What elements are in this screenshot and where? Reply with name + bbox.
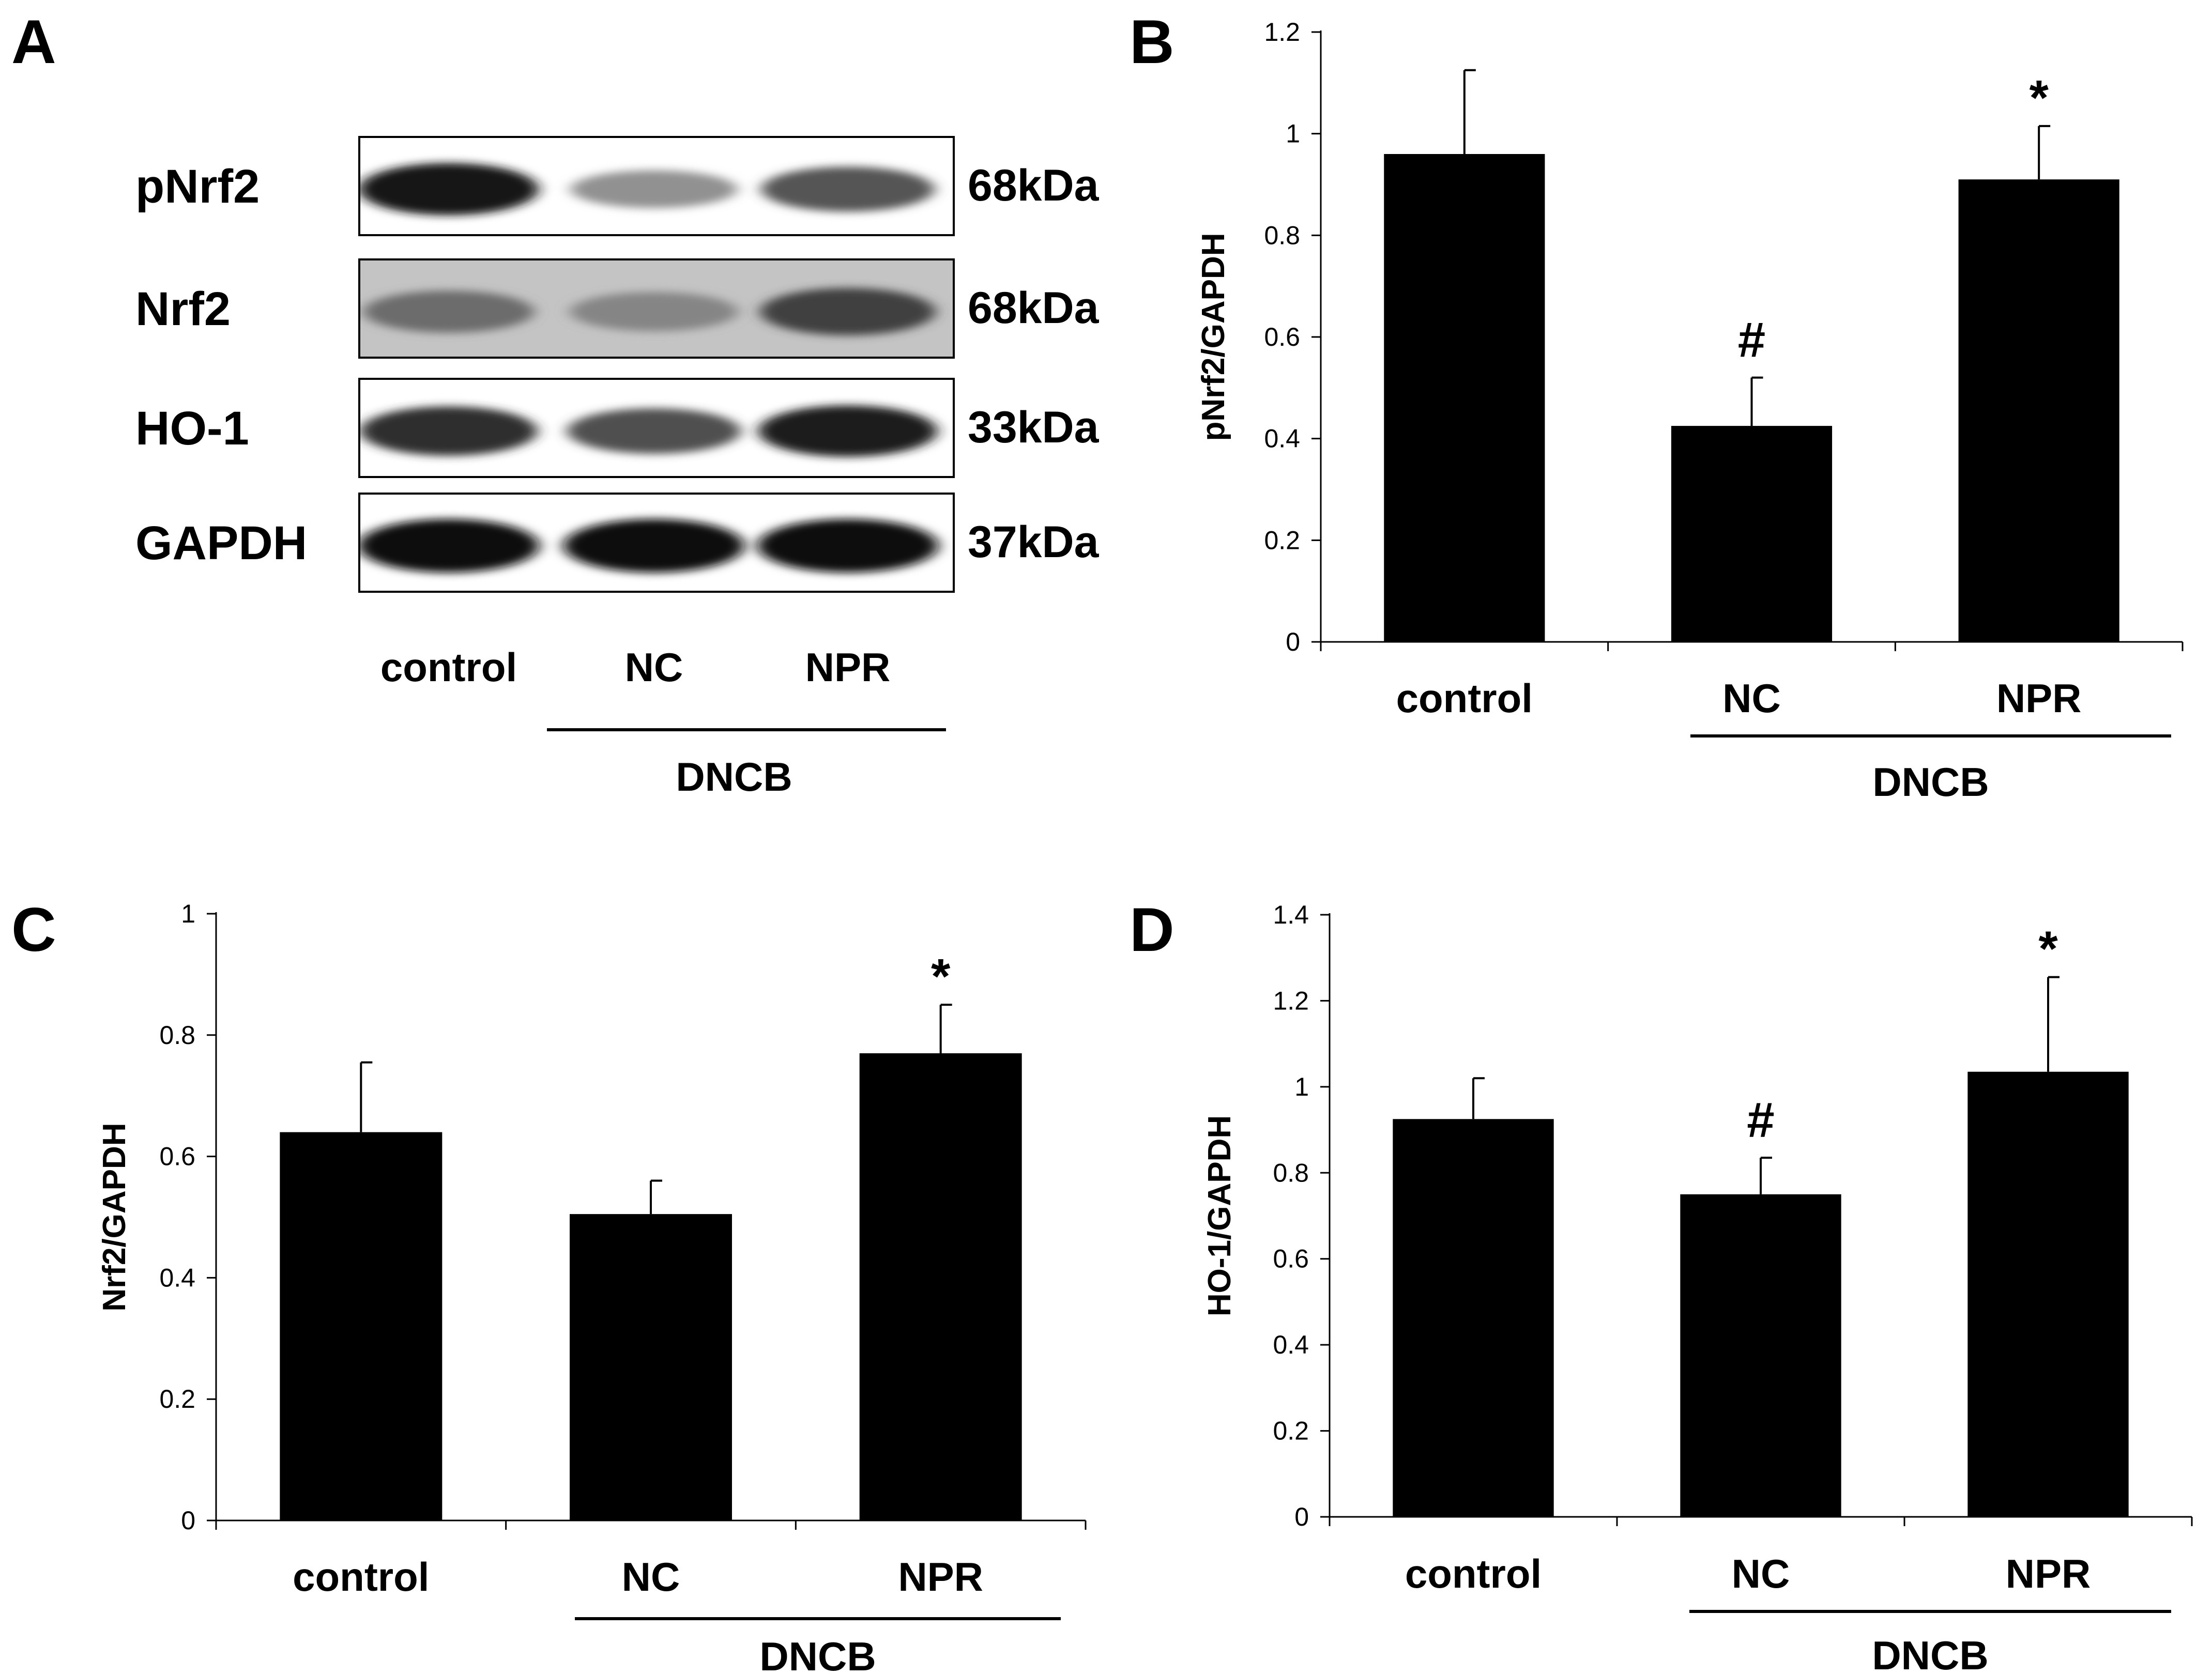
category-label-control: control bbox=[1396, 675, 1533, 721]
blot-lane-label-npr: NPR bbox=[805, 644, 891, 690]
category-label-nc: NC bbox=[622, 1554, 680, 1600]
significance-marker-nc: # bbox=[1747, 1093, 1774, 1148]
blot-protein-label: GAPDH bbox=[135, 517, 307, 570]
blot-band-ho-1-control bbox=[360, 406, 538, 456]
panel-label: B bbox=[1130, 7, 1174, 76]
y-tick-label: 0.6 bbox=[159, 1142, 195, 1171]
blot-row-pnrf2: pNrf2 68kDa bbox=[135, 136, 1100, 236]
blot-row-gapdh: GAPDH 37kDa bbox=[135, 493, 1100, 593]
dncb-label: DNCB bbox=[1872, 1633, 1988, 1675]
blot-strip-border bbox=[358, 136, 955, 236]
blot-band-nrf2-npr bbox=[760, 288, 936, 335]
y-tick-label: 0 bbox=[1294, 1502, 1309, 1531]
significance-marker-npr: * bbox=[931, 949, 951, 1004]
blot-strip-border bbox=[358, 258, 955, 359]
blot-protein-label: Nrf2 bbox=[135, 283, 231, 335]
blot-lane-label-control: control bbox=[380, 644, 517, 690]
bar-nc bbox=[1680, 1194, 1841, 1517]
blot-bands bbox=[359, 519, 938, 573]
blot-band-ho-1-npr bbox=[758, 405, 937, 457]
y-tick-label: 1.4 bbox=[1273, 900, 1309, 929]
bar-control bbox=[1384, 154, 1545, 642]
blot-bands bbox=[363, 288, 936, 335]
blot-rows: pNrf2 68kDa Nrf2 68kDa HO-1 33kDa GAPDH 37kDa bbox=[135, 136, 1100, 593]
y-axis-label: pNrf2/GAPDH bbox=[1196, 233, 1231, 441]
category-label-npr: NPR bbox=[898, 1554, 983, 1600]
significance-marker-npr: * bbox=[2038, 921, 2058, 977]
bar-npr bbox=[1958, 179, 2119, 642]
panel-c-chart: C 0 0.2 0.4 0.6 0.8 1 control NC * NPR Nrf2/GAPDH DN… bbox=[11, 895, 1087, 1675]
blot-dncb-label: DNCB bbox=[676, 754, 792, 800]
blot-lane-label-nc: NC bbox=[625, 644, 683, 690]
blot-row-ho-1: HO-1 33kDa bbox=[135, 378, 1100, 478]
blot-strip-border bbox=[358, 493, 955, 593]
y-tick-label: 1 bbox=[1294, 1072, 1309, 1101]
blot-strip-border bbox=[358, 378, 955, 478]
category-label-npr: NPR bbox=[1996, 675, 2082, 721]
category-label-control: control bbox=[1405, 1551, 1542, 1596]
blot-band-nrf2-control bbox=[363, 290, 534, 333]
panel-b-chart: B 0 0.2 0.4 0.6 0.8 1 1.2 control # NC * NPR pNrf2/GA… bbox=[1130, 7, 2184, 805]
blot-protein-label: HO-1 bbox=[135, 402, 249, 455]
y-axis-label: Nrf2/GAPDH bbox=[97, 1123, 132, 1311]
y-tick-label: 0.6 bbox=[1273, 1244, 1309, 1273]
category-label-npr: NPR bbox=[2006, 1551, 2091, 1596]
dncb-label: DNCB bbox=[759, 1634, 876, 1675]
blot-band-pnrf2-npr bbox=[761, 166, 935, 212]
y-tick-label: 0.2 bbox=[1264, 526, 1300, 555]
blot-band-gapdh-control bbox=[359, 519, 539, 573]
bar-nc bbox=[1671, 426, 1833, 642]
y-tick-label: 0.4 bbox=[159, 1263, 195, 1292]
bar-npr bbox=[1967, 1071, 2129, 1517]
bar-control bbox=[280, 1132, 443, 1520]
blot-bands bbox=[360, 405, 937, 457]
bar-control bbox=[1393, 1119, 1554, 1517]
blot-mw-label: 68kDa bbox=[968, 283, 1100, 333]
y-tick-label: 1.2 bbox=[1264, 18, 1300, 47]
panel-a-western-blot: A pNrf2 68kDa Nrf2 68kDa HO-1 33kDa GAPDH 37kDa… bbox=[11, 7, 1100, 800]
category-label-control: control bbox=[293, 1554, 429, 1600]
blot-band-gapdh-nc bbox=[563, 519, 744, 573]
y-axis-label: HO-1/GAPDH bbox=[1202, 1115, 1238, 1316]
blot-band-pnrf2-nc bbox=[570, 170, 738, 208]
dncb-label: DNCB bbox=[1872, 759, 1989, 805]
blot-mw-label: 37kDa bbox=[968, 517, 1100, 567]
y-tick-label: 0.4 bbox=[1273, 1330, 1309, 1359]
blot-lane-labels: control NC NPR bbox=[380, 644, 891, 690]
y-tick-label: 0.2 bbox=[159, 1385, 195, 1413]
significance-marker-npr: * bbox=[2029, 70, 2049, 126]
y-tick-label: 0 bbox=[181, 1506, 195, 1535]
blot-mw-label: 68kDa bbox=[968, 161, 1100, 210]
blot-band-nrf2-nc bbox=[570, 292, 738, 331]
blot-mw-label: 33kDa bbox=[968, 403, 1100, 452]
y-tick-label: 1.2 bbox=[1273, 986, 1309, 1015]
category-label-nc: NC bbox=[1732, 1551, 1790, 1596]
y-tick-label: 0.8 bbox=[159, 1021, 195, 1050]
category-label-nc: NC bbox=[1722, 675, 1781, 721]
y-tick-label: 0.4 bbox=[1264, 424, 1300, 453]
y-tick-label: 0.8 bbox=[1273, 1158, 1309, 1187]
panel-d-chart: D 0 0.2 0.4 0.6 0.8 1 1.2 1.4 control # NC * NPR HO-1/… bbox=[1130, 895, 2193, 1675]
blot-bands bbox=[359, 163, 935, 216]
bar-nc bbox=[570, 1214, 732, 1520]
panel-label: D bbox=[1130, 895, 1174, 964]
bar-npr bbox=[859, 1053, 1022, 1520]
blot-row-nrf2: Nrf2 68kDa bbox=[135, 258, 1100, 359]
panel-label: C bbox=[11, 895, 56, 964]
blot-protein-label: pNrf2 bbox=[135, 160, 260, 213]
blot-band-gapdh-npr bbox=[757, 519, 938, 573]
y-tick-label: 0.2 bbox=[1273, 1417, 1309, 1446]
significance-marker-nc: # bbox=[1738, 313, 1765, 368]
y-tick-label: 1 bbox=[1286, 119, 1300, 148]
y-tick-label: 0.6 bbox=[1264, 322, 1300, 351]
y-tick-label: 0 bbox=[1286, 627, 1300, 656]
panel-a-label: A bbox=[11, 7, 56, 76]
y-tick-label: 1 bbox=[181, 899, 195, 928]
y-tick-label: 0.8 bbox=[1264, 221, 1300, 250]
blot-band-pnrf2-control bbox=[359, 163, 539, 216]
blot-band-ho-1-nc bbox=[567, 408, 741, 454]
